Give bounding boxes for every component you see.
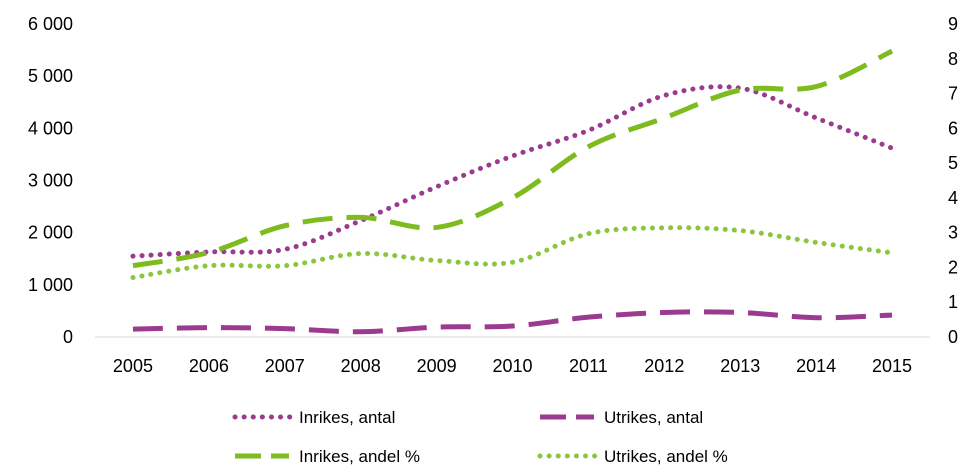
x-tick-label: 2015: [872, 356, 912, 376]
y-right-tick-label: 5: [948, 153, 958, 173]
left-axis: 0 1 000 2 000 3 000 4 000 5 000 6 000: [28, 14, 73, 347]
x-tick-label: 2010: [492, 356, 532, 376]
x-tick-label: 2013: [720, 356, 760, 376]
series-line-3: [132, 48, 894, 269]
x-tick-label: 2012: [644, 356, 684, 376]
y-left-tick-label: 1 000: [28, 275, 73, 295]
y-left-tick-label: 6 000: [28, 14, 73, 34]
series-line-4: [130, 225, 895, 281]
x-tick-label: 2006: [189, 356, 229, 376]
x-tick-label: 2005: [113, 356, 153, 376]
y-right-tick-label: 9: [948, 14, 958, 34]
series-lines: [130, 48, 895, 335]
y-left-tick-label: 4 000: [28, 118, 73, 138]
y-left-tick-label: 0: [63, 327, 73, 347]
y-right-tick-label: 7: [948, 84, 958, 104]
x-axis: 2005 2006 2007 2008 2009 2010 2011 2012 2013 2014…: [113, 356, 912, 376]
x-tick-label: 2008: [341, 356, 381, 376]
series-line-1: [130, 84, 895, 259]
legend-label: Inrikes, antal: [299, 408, 395, 427]
y-right-tick-label: 1: [948, 292, 958, 312]
x-tick-label: 2014: [796, 356, 836, 376]
x-tick-label: 2011: [569, 356, 608, 376]
series-line-2: [132, 309, 893, 335]
y-right-tick-label: 2: [948, 257, 958, 277]
x-tick-label: 2007: [265, 356, 305, 376]
legend: Inrikes, antal Utrikes, antal Inrikes, and…: [232, 408, 728, 466]
x-tick-label: 2009: [417, 356, 457, 376]
y-right-tick-label: 6: [948, 118, 958, 138]
legend-label: Utrikes, andel %: [604, 447, 728, 466]
y-right-tick-label: 8: [948, 49, 958, 69]
y-left-tick-label: 5 000: [28, 66, 73, 86]
legend-label: Inrikes, andel %: [299, 447, 420, 466]
right-axis: 0 1 2 3 4 5 6 7 8 9: [948, 14, 958, 347]
y-left-tick-label: 3 000: [28, 171, 73, 191]
y-right-tick-label: 3: [948, 223, 958, 243]
y-right-tick-label: 4: [948, 188, 958, 208]
y-left-tick-label: 2 000: [28, 223, 73, 243]
legend-label: Utrikes, antal: [604, 408, 703, 427]
y-right-tick-label: 0: [948, 327, 958, 347]
